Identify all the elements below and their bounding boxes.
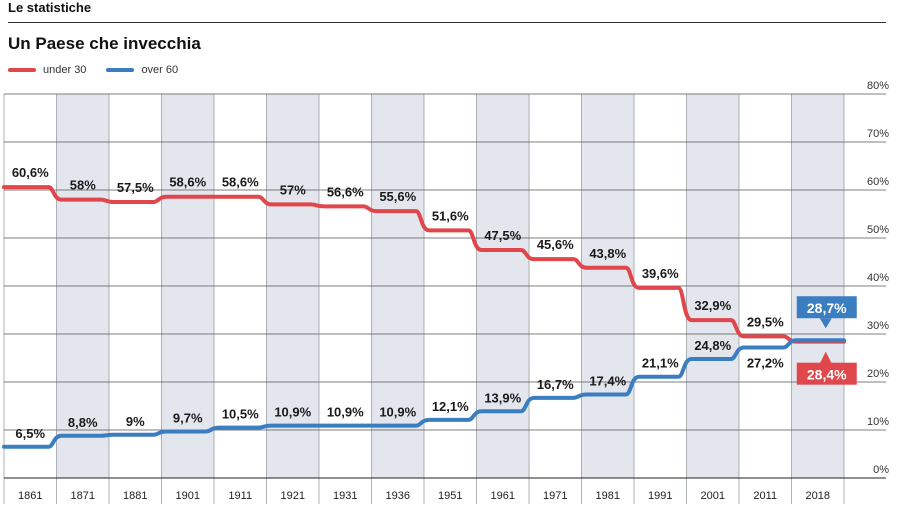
data-label-over-60: 24,8% (694, 338, 731, 353)
data-label-over-60: 13,9% (484, 390, 521, 405)
legend-item-over-60: over 60 (106, 64, 178, 76)
section-divider (8, 22, 886, 23)
data-label-over-60: 10,9% (379, 405, 416, 420)
callout-pointer-over-60 (819, 318, 832, 329)
data-label-over-60: 9,7% (173, 410, 203, 425)
data-label-under-30: 57% (280, 182, 306, 197)
data-label-under-30: 58,6% (169, 175, 206, 190)
data-label-under-30: 47,5% (484, 228, 521, 243)
x-tick-label: 2001 (701, 490, 725, 502)
data-label-under-30: 29,5% (747, 314, 784, 329)
x-tick-label: 2018 (806, 490, 830, 502)
data-label-over-60: 6,5% (15, 426, 45, 441)
data-label-under-30: 51,6% (432, 208, 469, 223)
callout-box-under-30 (796, 362, 857, 385)
data-label-under-30: 43,8% (589, 246, 626, 261)
data-label-over-60: 9% (126, 414, 145, 429)
x-tick-label: 1971 (543, 490, 567, 502)
y-tick-label: 30% (867, 320, 889, 332)
x-tick-label: 1871 (71, 490, 95, 502)
x-tick-label: 2011 (753, 490, 777, 502)
callout-label-over-60: 28,7% (807, 300, 847, 316)
data-label-over-60: 16,7% (537, 377, 574, 392)
x-tick-label: 1911 (228, 490, 252, 502)
data-label-under-30: 58,6% (222, 175, 259, 190)
x-tick-label: 1961 (491, 490, 515, 502)
data-label-under-30: 60,6% (12, 165, 49, 180)
data-label-under-30: 39,6% (642, 266, 679, 281)
x-tick-label: 1861 (18, 490, 42, 502)
x-tick-label: 1951 (438, 490, 462, 502)
y-tick-label: 20% (867, 368, 889, 380)
data-label-over-60: 10,5% (222, 407, 259, 422)
data-label-under-30: 57,5% (117, 180, 154, 195)
x-tick-label: 1991 (648, 490, 672, 502)
x-tick-label: 1931 (333, 490, 357, 502)
y-tick-label: 40% (867, 272, 889, 284)
page-title: Un Paese che invecchia (8, 34, 201, 53)
data-label-over-60: 12,1% (432, 399, 469, 414)
y-tick-label: 0% (873, 464, 889, 476)
x-tick-label: 1936 (386, 490, 410, 502)
x-tick-label: 1981 (596, 490, 620, 502)
data-label-over-60: 21,1% (642, 356, 679, 371)
data-label-under-30: 58% (70, 178, 96, 193)
y-tick-label: 60% (867, 176, 889, 188)
y-tick-label: 70% (867, 128, 889, 140)
line-under-30 (2, 185, 846, 344)
data-label-over-60: 17,4% (589, 373, 626, 388)
data-label-under-30: 56,6% (327, 184, 364, 199)
y-tick-label: 80% (867, 80, 889, 92)
x-tick-label: 1921 (281, 490, 305, 502)
legend-item-under-30: under 30 (8, 64, 86, 76)
callout-box-over-60 (796, 296, 857, 319)
legend-label-over-60: over 60 (141, 64, 179, 76)
data-label-under-30: 55,6% (379, 189, 416, 204)
legend-swatch-over-60 (106, 68, 135, 72)
y-tick-label: 50% (867, 224, 889, 236)
section-label: Le statistiche (8, 0, 92, 15)
data-label-under-30: 32,9% (694, 298, 731, 313)
callout-label-under-30: 28,4% (807, 367, 847, 383)
callout-pointer-under-30 (819, 351, 832, 364)
data-label-over-60: 8,8% (68, 415, 98, 430)
y-tick-label: 10% (867, 416, 889, 428)
legend-label-under-30: under 30 (43, 64, 87, 76)
data-label-over-60: 10,9% (327, 405, 364, 420)
data-label-over-60: 10,9% (274, 405, 311, 420)
x-tick-label: 1901 (176, 490, 200, 502)
data-label-over-60: 27,2% (747, 355, 784, 370)
legend: under 30 over 60 (8, 64, 198, 76)
x-tick-label: 1881 (123, 490, 147, 502)
legend-swatch-under-30 (8, 68, 36, 72)
data-label-under-30: 45,6% (537, 237, 574, 252)
line-over-60 (2, 338, 846, 449)
